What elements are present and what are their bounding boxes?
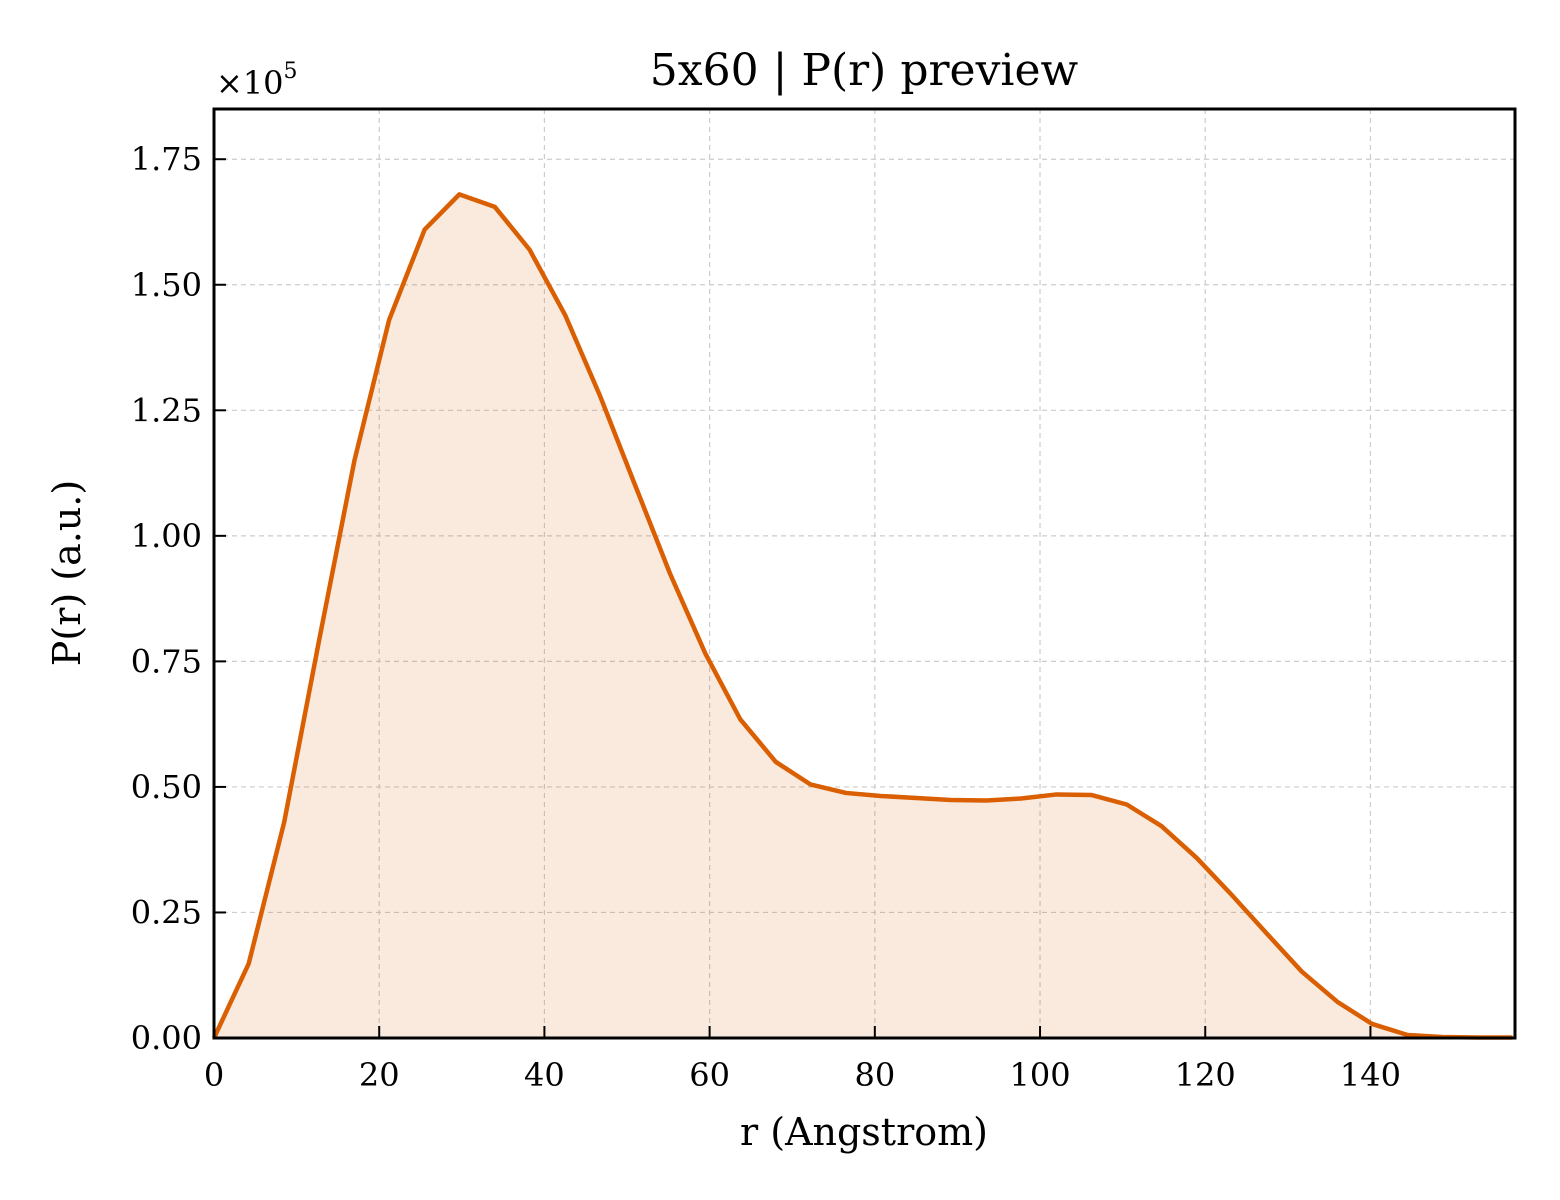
x-tick-label: 120 (1175, 1056, 1236, 1094)
y-tick-label: 0.00 (131, 1019, 202, 1057)
x-tick-label: 40 (524, 1056, 565, 1094)
y-tick-label: 0.75 (131, 642, 202, 680)
chart-title: 5x60 | P(r) preview (650, 45, 1079, 96)
y-tick-label: 1.25 (131, 391, 202, 429)
x-tick-label: 60 (689, 1056, 730, 1094)
y-tick-label: 1.50 (131, 266, 202, 304)
x-tick-label: 80 (854, 1056, 895, 1094)
pr-area-fill (214, 194, 1513, 1038)
y-tick-label: 0.50 (131, 768, 202, 806)
x-axis-label: r (Angstrom) (740, 1110, 988, 1154)
ticks-layer: 0 20 40 60 80 100 120 140 0.00 0.25 0.50 0.75 1.00 1.… (131, 140, 1401, 1094)
x-tick-label: 20 (359, 1056, 400, 1094)
pr-curve-line (211, 192, 1513, 1040)
x-tick-label: 0 (204, 1056, 224, 1094)
y-tick-label: 0.25 (131, 893, 202, 931)
y-tick-label: 1.75 (131, 140, 202, 178)
y-tick-label: 1.00 (131, 517, 202, 555)
x-tick-label: 100 (1009, 1056, 1070, 1094)
grid-layer (214, 109, 1515, 1038)
y-axis-label: P(r) (a.u.) (45, 480, 89, 666)
plot-frame (212, 107, 1517, 1040)
x-tick-label: 140 (1340, 1056, 1401, 1094)
y-scale-multiplier: ×105 (216, 59, 298, 102)
